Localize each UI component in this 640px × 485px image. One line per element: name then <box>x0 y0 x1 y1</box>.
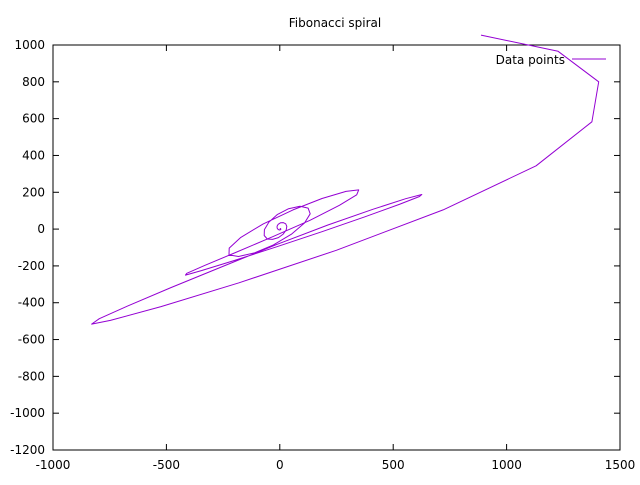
y-tick-label: -400 <box>18 296 45 310</box>
y-tick-label: 1000 <box>14 38 45 52</box>
x-tick-label: 1000 <box>491 458 522 472</box>
y-tick-label: 800 <box>22 75 45 89</box>
y-tick-label: -1200 <box>10 443 45 457</box>
series-layer <box>91 34 600 325</box>
y-tick-label: -800 <box>18 369 45 383</box>
series-line <box>91 34 600 325</box>
x-tick-label: -1000 <box>36 458 71 472</box>
x-tick-label: 0 <box>276 458 284 472</box>
legend-label: Data points <box>496 53 565 67</box>
x-tick-label: 500 <box>382 458 405 472</box>
y-tick-label: -1000 <box>10 406 45 420</box>
axis-ticks: -1000 -500 0 500 1000 1500-1200-1000-800-600-… <box>10 38 635 472</box>
y-tick-label: 200 <box>22 185 45 199</box>
y-tick-label: -200 <box>18 259 45 273</box>
y-tick-label: -600 <box>18 333 45 347</box>
plot-border <box>52 44 621 451</box>
x-tick-label: 1500 <box>605 458 636 472</box>
y-tick-label: 0 <box>37 222 45 236</box>
legend: Data points <box>496 53 606 67</box>
x-tick-label: -500 <box>153 458 180 472</box>
y-tick-label: 600 <box>22 112 45 126</box>
chart-title: Fibonacci spiral <box>289 16 381 30</box>
y-tick-label: 400 <box>22 148 45 162</box>
